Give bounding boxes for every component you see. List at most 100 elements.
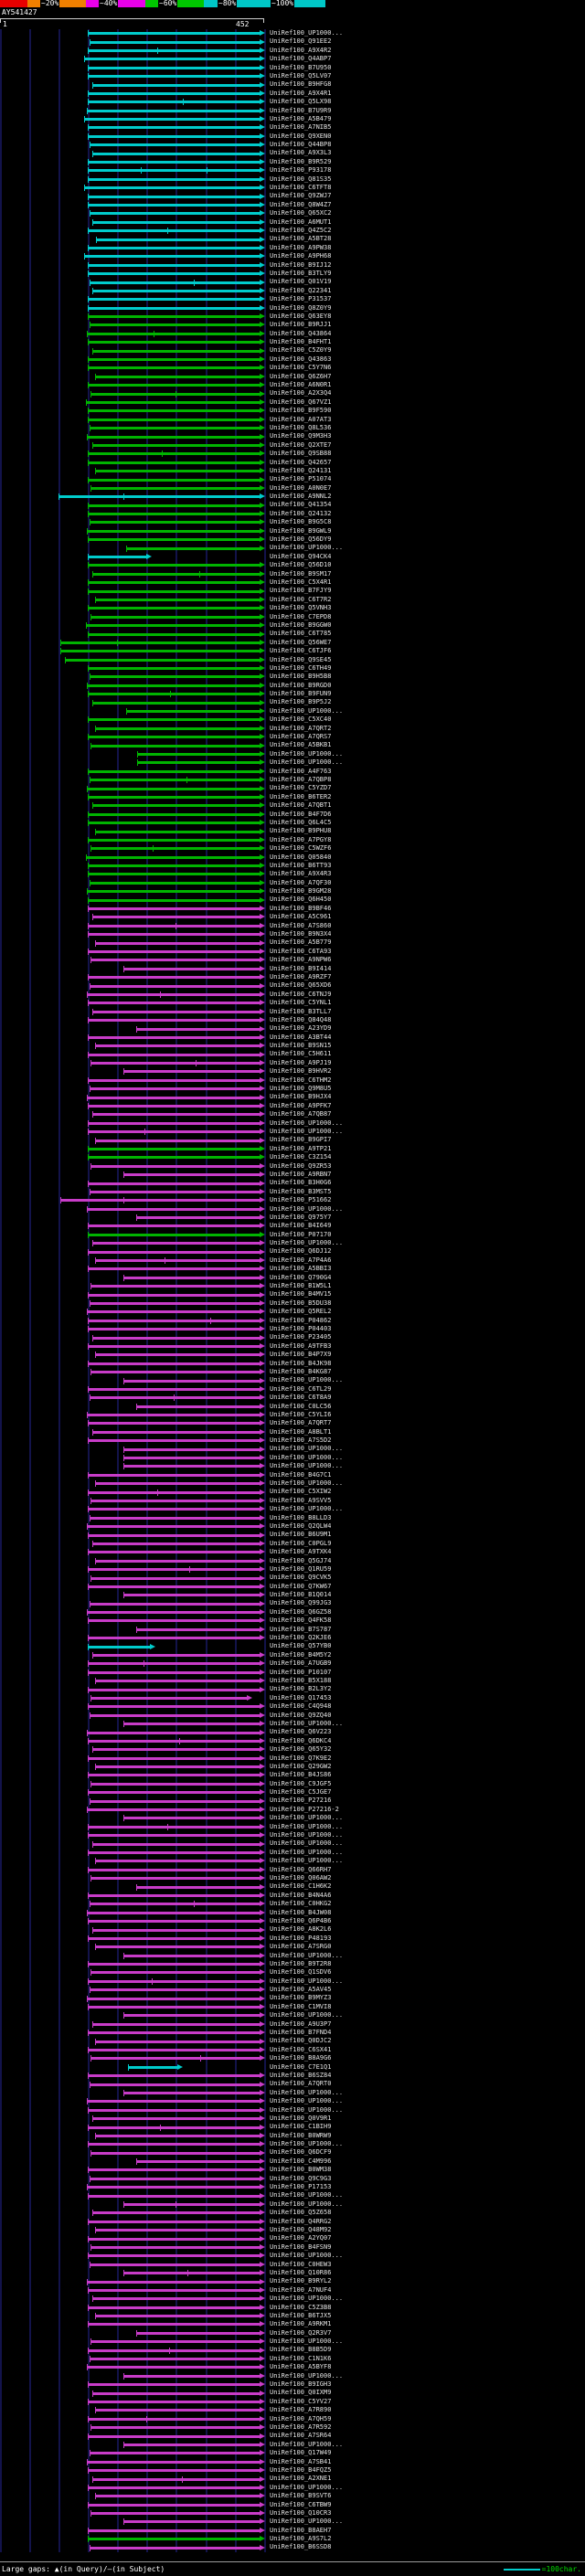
alignment-bar[interactable]: [88, 1437, 261, 1445]
alignment-bar[interactable]: [88, 339, 261, 346]
alignment-bar[interactable]: [90, 1780, 261, 1787]
alignment-bar[interactable]: [90, 2243, 261, 2251]
hit-label[interactable]: UniRef100_B5DU38: [270, 1299, 332, 1307]
alignment-bar[interactable]: [88, 1703, 261, 1711]
hit-label[interactable]: UniRef100_B4N4A6: [270, 1891, 332, 1899]
hit-label[interactable]: UniRef100_UP1000...: [270, 1239, 344, 1247]
alignment-bar[interactable]: [88, 2484, 261, 2491]
alignment-bar[interactable]: [92, 1652, 261, 1659]
hit-label[interactable]: UniRef100_A7R592: [270, 2422, 332, 2431]
alignment-bar[interactable]: [122, 1463, 261, 1470]
hit-label[interactable]: UniRef100_Q2KJE6: [270, 1634, 332, 1642]
hit-label[interactable]: UniRef100_UP1000...: [270, 1814, 344, 1822]
alignment-bar[interactable]: [88, 1017, 261, 1024]
hit-label[interactable]: UniRef100_B7U950: [270, 63, 332, 71]
hit-label[interactable]: UniRef100_B4MV15: [270, 1290, 332, 1299]
alignment-bar[interactable]: [88, 30, 261, 37]
alignment-bar[interactable]: [92, 2295, 261, 2303]
hit-label[interactable]: UniRef100_B7U9R9: [270, 106, 332, 114]
hit-label[interactable]: UniRef100_A9PFK7: [270, 1101, 332, 1109]
alignment-bar[interactable]: [88, 2433, 261, 2440]
hit-label[interactable]: UniRef100_UP1000...: [270, 749, 344, 758]
hit-label[interactable]: UniRef100_UP1000...: [270, 1505, 344, 1513]
alignment-bar[interactable]: [90, 1901, 261, 1908]
alignment-bar[interactable]: [90, 1060, 261, 1067]
alignment-bar[interactable]: [88, 1789, 261, 1797]
hit-label[interactable]: UniRef100_A9NNL2: [270, 493, 332, 501]
alignment-bar[interactable]: [91, 287, 261, 294]
alignment-bar[interactable]: [94, 1480, 261, 1488]
alignment-bar[interactable]: [90, 1574, 261, 1582]
hit-label[interactable]: UniRef100_C6TA93: [270, 947, 332, 955]
alignment-bar[interactable]: [88, 871, 261, 878]
alignment-bar[interactable]: [94, 1557, 261, 1564]
hit-label[interactable]: UniRef100_B9RJJ1: [270, 321, 332, 329]
alignment-bar[interactable]: [88, 2124, 261, 2131]
hit-label[interactable]: UniRef100_Q5LX98: [270, 98, 332, 106]
hit-label[interactable]: UniRef100_C5JGE7: [270, 1788, 332, 1797]
hit-label[interactable]: UniRef100_A7S860: [270, 921, 332, 929]
hit-label[interactable]: UniRef100_Q2R3V7: [270, 2328, 332, 2337]
alignment-bar[interactable]: [60, 1197, 261, 1204]
hit-label[interactable]: UniRef100_UP1000...: [270, 2483, 344, 2491]
alignment-bar[interactable]: [94, 468, 261, 475]
hit-label[interactable]: UniRef100_B9HVR2: [270, 1067, 332, 1076]
alignment-bar[interactable]: [90, 484, 261, 492]
hit-label[interactable]: UniRef100_C7E1Q1: [270, 2062, 332, 2071]
hit-label[interactable]: UniRef100_A7QH59: [270, 2414, 332, 2422]
hit-label[interactable]: UniRef100_B9HJX4: [270, 1093, 332, 1101]
alignment-bar[interactable]: [90, 1497, 261, 1504]
alignment-bar[interactable]: [92, 1926, 261, 1934]
alignment-bar[interactable]: [92, 2390, 261, 2397]
alignment-bar[interactable]: [122, 1377, 261, 1384]
hit-label[interactable]: UniRef100_C0HEW3: [270, 2260, 332, 2268]
alignment-bar[interactable]: [88, 1360, 261, 1367]
hit-label[interactable]: UniRef100_Q9M3H3: [270, 432, 332, 440]
alignment-bar[interactable]: [91, 150, 261, 157]
alignment-bar[interactable]: [64, 656, 261, 663]
hit-label[interactable]: UniRef100_B9GPI7: [270, 1136, 332, 1144]
hit-label[interactable]: UniRef100_Q6DCF9: [270, 2148, 332, 2157]
hit-label[interactable]: UniRef100_C3Z154: [270, 1153, 332, 1161]
alignment-bar[interactable]: [90, 1300, 261, 1307]
alignment-bar[interactable]: [94, 1137, 261, 1144]
hit-label[interactable]: UniRef100_A9SVV5: [270, 1496, 332, 1504]
alignment-bar[interactable]: [122, 1592, 261, 1599]
alignment-bar[interactable]: [88, 2218, 261, 2225]
alignment-bar[interactable]: [122, 1171, 261, 1179]
hit-label[interactable]: UniRef100_UP1000...: [270, 2191, 344, 2200]
alignment-bar[interactable]: [88, 1471, 261, 1479]
hit-label[interactable]: UniRef100_C0LC56: [270, 1402, 332, 1410]
alignment-bar[interactable]: [122, 2518, 261, 2526]
alignment-bar[interactable]: [88, 2046, 261, 2053]
hit-label[interactable]: UniRef100_A7QBT1: [270, 801, 332, 810]
alignment-bar[interactable]: [94, 2313, 261, 2320]
hit-label[interactable]: UniRef100_Q6GZ58: [270, 1607, 332, 1616]
alignment-bar[interactable]: [88, 451, 261, 458]
hit-label[interactable]: UniRef100_Q66RH7: [270, 1865, 332, 1873]
alignment-bar[interactable]: [86, 107, 261, 114]
hit-label[interactable]: UniRef100_Q10CR3: [270, 2508, 332, 2517]
alignment-bar[interactable]: [88, 974, 261, 981]
hit-label[interactable]: UniRef100_B9GGW0: [270, 620, 332, 629]
alignment-bar[interactable]: [88, 167, 261, 175]
alignment-bar[interactable]: [86, 2364, 261, 2371]
hit-label[interactable]: UniRef100_A7PGY8: [270, 835, 332, 843]
hit-label[interactable]: UniRef100_Q6DJ12: [270, 1247, 332, 1256]
alignment-bar[interactable]: [88, 1583, 261, 1590]
alignment-bar[interactable]: [86, 1909, 261, 1916]
hit-label[interactable]: UniRef100_B7FND4: [270, 2029, 332, 2037]
hit-label[interactable]: UniRef100_Q2QLW4: [270, 1521, 332, 1530]
alignment-bar[interactable]: [88, 1506, 261, 1513]
hit-label[interactable]: UniRef100_P27216: [270, 1797, 332, 1805]
hit-label[interactable]: UniRef100_A7UGB9: [270, 1659, 332, 1668]
hit-label[interactable]: UniRef100_UP1000...: [270, 1462, 344, 1470]
alignment-bar[interactable]: [88, 502, 261, 509]
hit-label[interactable]: UniRef100_A9X4R2: [270, 46, 332, 54]
hit-label[interactable]: UniRef100_A9X4R1: [270, 89, 332, 97]
hit-label[interactable]: UniRef100_B9RYL2: [270, 2277, 332, 2285]
hit-label[interactable]: UniRef100_Q94CK4: [270, 552, 332, 560]
alignment-bar[interactable]: [91, 81, 261, 89]
alignment-bar[interactable]: [90, 425, 261, 432]
alignment-bar[interactable]: [88, 1669, 261, 1676]
